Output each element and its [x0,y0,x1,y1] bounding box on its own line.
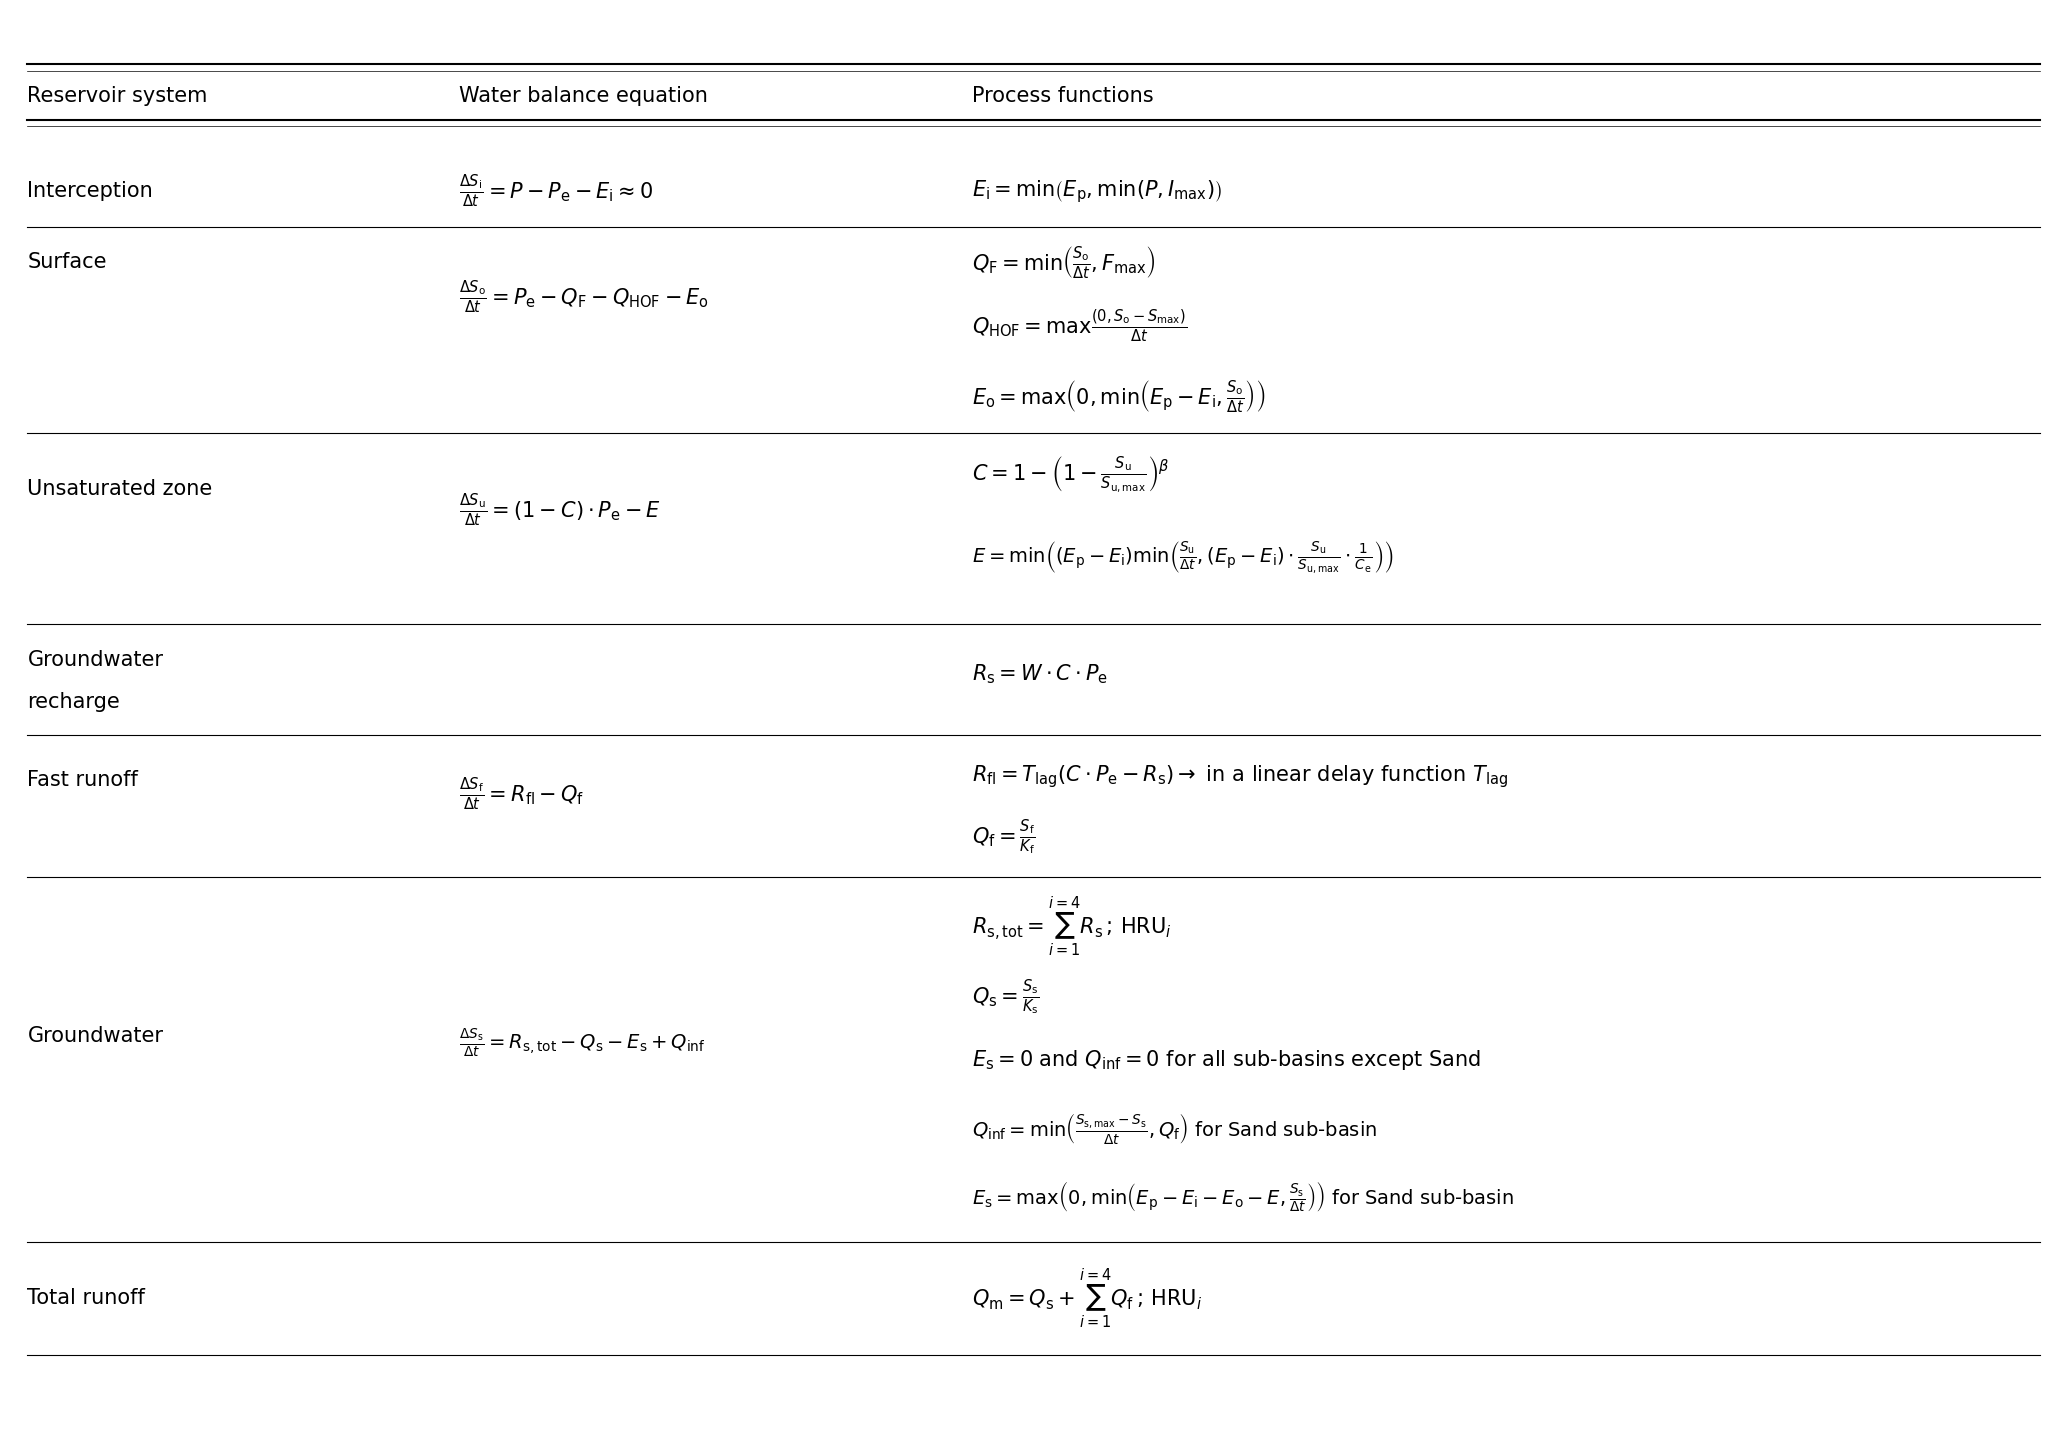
Text: $Q_{\mathrm{m}} = Q_{\mathrm{s}} + \sum_{i=1}^{i=4} Q_{\mathrm{f}}\,;\,\mathrm{H: $Q_{\mathrm{m}} = Q_{\mathrm{s}} + \sum_… [971,1267,1203,1330]
Text: $E = \min\left((E_{\mathrm{p}} - E_{\mathrm{i}})\min\left(\frac{S_{\mathrm{u}}}{: $E = \min\left((E_{\mathrm{p}} - E_{\mat… [971,540,1393,576]
Text: Interception: Interception [27,182,153,202]
Text: $\frac{\Delta S_{\mathrm{i}}}{\Delta t} = P - P_{\mathrm{e}} - E_{\mathrm{i}} \a: $\frac{\Delta S_{\mathrm{i}}}{\Delta t} … [459,173,653,211]
Text: $R_{\mathrm{fl}} = T_{\mathrm{lag}}(C \cdot P_{\mathrm{e}} - R_{\mathrm{s}}) \ri: $R_{\mathrm{fl}} = T_{\mathrm{lag}}(C \c… [971,762,1509,790]
Text: Groundwater: Groundwater [27,649,163,669]
Text: Fast runoff: Fast runoff [27,771,138,791]
Text: $\frac{\Delta S_{\mathrm{o}}}{\Delta t} = P_{\mathrm{e}} - Q_{\mathrm{F}} - Q_{\: $\frac{\Delta S_{\mathrm{o}}}{\Delta t} … [459,279,709,317]
Text: $Q_{\mathrm{s}} = \frac{S_{\mathrm{s}}}{K_{\mathrm{s}}}$: $Q_{\mathrm{s}} = \frac{S_{\mathrm{s}}}{… [971,977,1040,1017]
Text: Reservoir system: Reservoir system [27,86,209,106]
Text: $\frac{\Delta S_{\mathrm{u}}}{\Delta t} = (1 - C) \cdot P_{\mathrm{e}} - E$: $\frac{\Delta S_{\mathrm{u}}}{\Delta t} … [459,492,661,529]
Text: $E_{\mathrm{s}} = 0$ and $Q_{\mathrm{inf}} = 0$ for all sub-basins except Sand: $E_{\mathrm{s}} = 0$ and $Q_{\mathrm{inf… [971,1048,1480,1072]
Text: Unsaturated zone: Unsaturated zone [27,480,213,500]
Text: $Q_{\mathrm{F}} = \min\left(\frac{S_{\mathrm{o}}}{\Delta t}, F_{\mathrm{max}}\ri: $Q_{\mathrm{F}} = \min\left(\frac{S_{\ma… [971,244,1155,281]
Text: $\frac{\Delta S_{\mathrm{s}}}{\Delta t} = R_{\mathrm{s,tot}} - Q_{\mathrm{s}} - : $\frac{\Delta S_{\mathrm{s}}}{\Delta t} … [459,1026,705,1059]
Text: $E_{\mathrm{o}} = \max\left(0, \min\left(E_{\mathrm{p}} - E_{\mathrm{i}}, \frac{: $E_{\mathrm{o}} = \max\left(0, \min\left… [971,378,1265,416]
Text: $R_{\mathrm{s,tot}} = \sum_{i=1}^{i=4} R_{\mathrm{s}}\,;\,\mathrm{HRU}_{i}$: $R_{\mathrm{s,tot}} = \sum_{i=1}^{i=4} R… [971,896,1172,957]
Text: Groundwater: Groundwater [27,1026,163,1046]
Text: recharge: recharge [27,692,120,712]
Text: $E_{\mathrm{s}} = \max\left(0, \min\left(E_{\mathrm{p}} - E_{\mathrm{i}} - E_{\m: $E_{\mathrm{s}} = \max\left(0, \min\left… [971,1179,1513,1214]
Text: $Q_{\mathrm{inf}} = \min\left(\frac{S_{\mathrm{s,max}} - S_{\mathrm{s}}}{\Delta : $Q_{\mathrm{inf}} = \min\left(\frac{S_{\… [971,1111,1377,1145]
Text: $Q_{\mathrm{f}} = \frac{S_{\mathrm{f}}}{K_{\mathrm{f}}}$: $Q_{\mathrm{f}} = \frac{S_{\mathrm{f}}}{… [971,817,1036,857]
Text: Process functions: Process functions [971,86,1153,106]
Text: Surface: Surface [27,252,107,272]
Text: $\frac{\Delta S_{\mathrm{f}}}{\Delta t} = R_{\mathrm{fl}} - Q_{\mathrm{f}}$: $\frac{\Delta S_{\mathrm{f}}}{\Delta t} … [459,777,585,813]
Text: $Q_{\mathrm{HOF}} = \max\frac{(0, S_{\mathrm{o}} - S_{\mathrm{max}})}{\Delta t}$: $Q_{\mathrm{HOF}} = \max\frac{(0, S_{\ma… [971,308,1186,345]
Text: $R_{\mathrm{s}} = W \cdot C \cdot P_{\mathrm{e}}$: $R_{\mathrm{s}} = W \cdot C \cdot P_{\ma… [971,662,1108,686]
Text: $C = 1 - \left(1 - \frac{S_{\mathrm{u}}}{S_{\mathrm{u,max}}}\right)^{\beta}$: $C = 1 - \left(1 - \frac{S_{\mathrm{u}}}… [971,456,1170,496]
Text: Total runoff: Total runoff [27,1288,145,1308]
Text: Water balance equation: Water balance equation [459,86,707,106]
Text: $E_{\mathrm{i}} = \min\left(E_{\mathrm{p}}, \min\left(P, I_{\mathrm{max}}\right): $E_{\mathrm{i}} = \min\left(E_{\mathrm{p… [971,178,1222,205]
